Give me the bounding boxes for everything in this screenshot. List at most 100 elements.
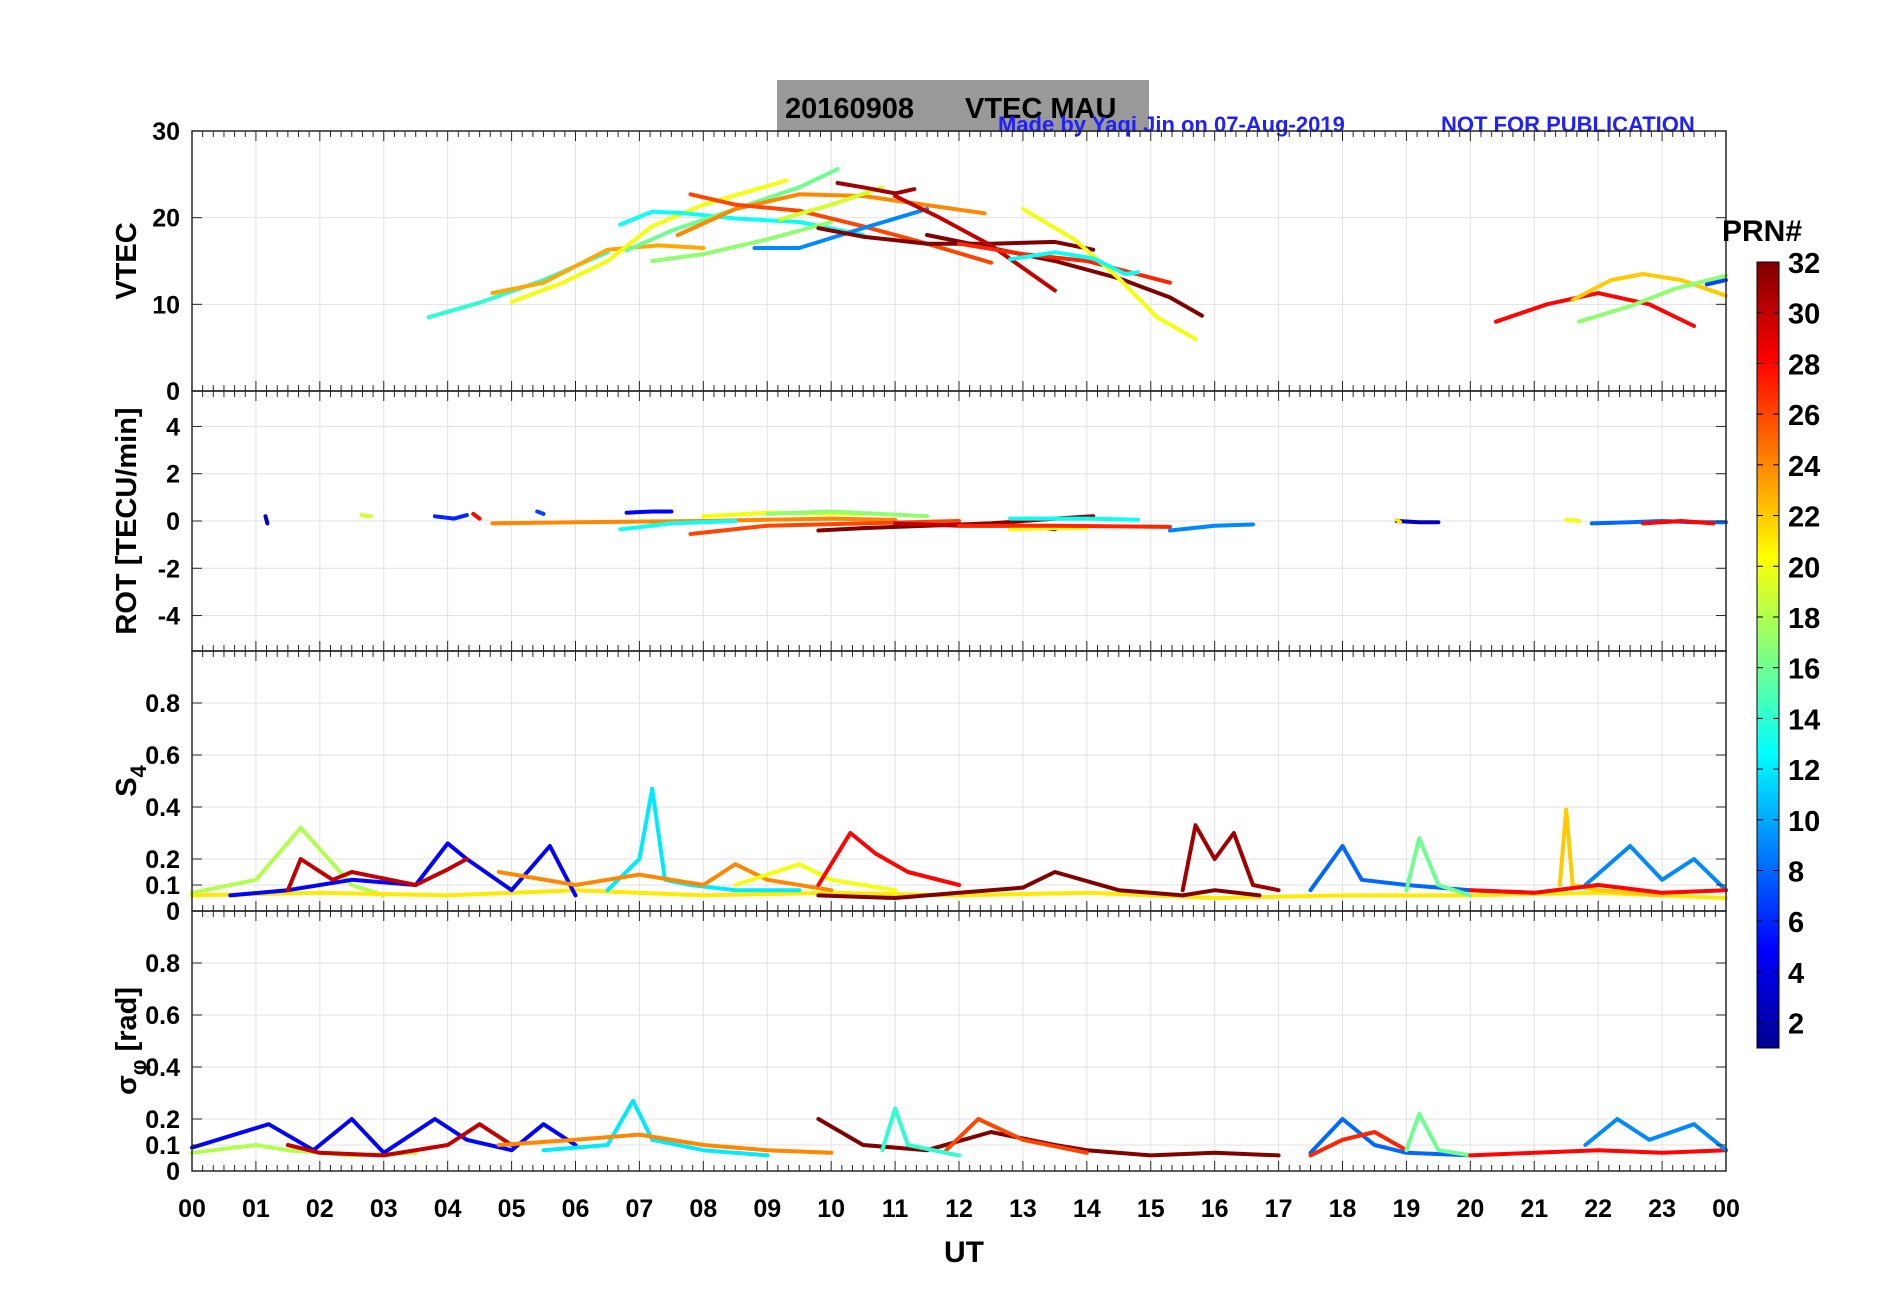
y-tick-label: 2	[166, 461, 180, 489]
y-tick-label: -4	[158, 603, 180, 631]
series-line-prn-13	[1008, 516, 1140, 522]
y-tick-label: 0.6	[145, 1002, 180, 1030]
x-tick-label: 11	[882, 1195, 909, 1223]
series-line-prn-6	[432, 513, 469, 521]
series-line-prn-28	[816, 831, 961, 887]
ylabel-main: σ	[111, 1075, 143, 1095]
series-line-prn-27	[1308, 1130, 1409, 1158]
colorbar-tick-label: 30	[1788, 299, 1820, 331]
colorbar-tick-label: 20	[1788, 552, 1820, 584]
series-line-prn-31	[835, 181, 917, 196]
series-line-prn-13	[1008, 250, 1140, 276]
ylabel-main: S	[111, 777, 143, 796]
y-tick-label: 0.2	[145, 1106, 180, 1134]
x-tick-label: 18	[1329, 1195, 1357, 1223]
x-tick-labels: 00 01 02 03 04 05 06 07 08 09 10 11 12 13 14 15 16 17 18 19…	[178, 1195, 1740, 1223]
y-tick-label: 0.6	[145, 742, 180, 770]
series-line-prn-30	[893, 194, 1057, 293]
colorbar-tick-label: 10	[1788, 806, 1820, 838]
notice-text: NOT FOR PUBLICATION	[1441, 112, 1695, 137]
colorbar-tick-label: 24	[1788, 451, 1820, 483]
x-tick-label: 10	[817, 1195, 845, 1223]
y-tick-label: 0.2	[145, 846, 180, 874]
colorbar-tick-label: 4	[1788, 958, 1804, 990]
series-line-prn-28	[471, 511, 482, 521]
y-axis-label-s4: S4	[111, 764, 151, 796]
series-line-prn-17	[765, 509, 929, 519]
series-line-prn-13	[618, 519, 738, 532]
x-tick-label: 15	[1137, 1195, 1165, 1223]
ylabel-subscript: φ	[126, 1059, 151, 1075]
y-tick-label: 0.8	[145, 950, 180, 978]
series-line-prn-28	[1468, 1148, 1728, 1158]
x-tick-label: 20	[1456, 1195, 1484, 1223]
series-line-prn-5	[190, 1117, 578, 1155]
y-tick-label: 0	[166, 378, 180, 406]
series-line-prn-27	[957, 523, 1172, 529]
colorbar-tick-label: 18	[1788, 603, 1820, 635]
series-line-prn-20	[733, 862, 898, 893]
x-tick-label: 08	[689, 1195, 717, 1223]
series-line-prn-28	[1640, 519, 1716, 526]
title-block: 20160908 VTEC MAU Made by Yaqi Jin on 07…	[777, 80, 1695, 137]
x-tick-label: 19	[1393, 1195, 1421, 1223]
colorbar-title: PRN#	[1722, 215, 1802, 248]
x-tick-label: 02	[306, 1195, 334, 1223]
y-tick-label: 0.4	[145, 1054, 180, 1082]
panel-s4: 00.10.2 0.4 0.6 0.8 S4	[111, 650, 1728, 926]
title-label: VTEC MAU	[965, 93, 1116, 125]
colorbar-gradient	[1756, 261, 1780, 1049]
colorbar-tick-label: 16	[1788, 654, 1820, 686]
series-line-prn-3	[263, 514, 270, 526]
x-tick-label: 21	[1520, 1195, 1548, 1223]
ylabel-subscript: 4	[126, 764, 151, 777]
y-tick-label: 4	[166, 413, 180, 441]
series-line-prn-7	[535, 509, 546, 516]
series-line-prn-19	[359, 513, 373, 519]
y-tick-label: 0.1	[145, 1132, 180, 1160]
y-tick-label: 0.8	[145, 690, 180, 718]
y-axis-label-rot: ROT [TECU/min]	[111, 407, 143, 634]
series-line-prn-12	[541, 1098, 770, 1158]
x-tick-label: 09	[753, 1195, 781, 1223]
series-line-prn-28	[1468, 883, 1728, 895]
series-line-prn-9	[752, 207, 929, 250]
series-line-prn-18	[190, 825, 386, 898]
credit-text: Made by Yaqi Jin on 07-Aug-2019	[998, 112, 1345, 137]
colorbar-tick-label: 8	[1788, 857, 1804, 889]
x-tick-label: 06	[562, 1195, 590, 1223]
series-line-prn-14	[880, 1106, 961, 1158]
colorbar-tick-label: 14	[1788, 704, 1820, 736]
series-line-prn-9	[1583, 1117, 1728, 1153]
colorbar-tick-label: 32	[1788, 248, 1820, 280]
series-line-prn-23	[490, 243, 706, 296]
x-tick-label: 00	[1712, 1195, 1740, 1223]
series-line-prn-24	[496, 862, 834, 893]
series-line-prn-30	[285, 857, 469, 893]
panel-rot: -4 -2 0 2 4 ROT [TECU/min]	[111, 390, 1728, 652]
x-tick-label: 16	[1201, 1195, 1229, 1223]
x-tick-label: 14	[1073, 1195, 1101, 1223]
x-tick-label: 23	[1648, 1195, 1676, 1223]
series-line-prn-21	[1394, 517, 1402, 525]
x-tick-label: 17	[1265, 1195, 1293, 1223]
series-line-prn-5	[228, 841, 578, 898]
y-tick-label: 0	[166, 508, 180, 536]
y-tick-label: 0	[166, 898, 180, 926]
x-tick-label: 12	[945, 1195, 973, 1223]
series-line-prn-20	[1008, 526, 1089, 532]
x-tick-label: 04	[434, 1195, 462, 1223]
series-line-prn-17	[650, 220, 834, 263]
series-line-prn-3	[1394, 519, 1441, 525]
x-tick-label: 00	[178, 1195, 206, 1223]
y-axis-label-vtec: VTEC	[111, 222, 143, 299]
series-line-prn-26	[944, 1117, 1089, 1155]
colorbar-tick-label: 26	[1788, 400, 1820, 432]
series-line-prn-22	[1557, 807, 1665, 898]
colorbar-tick-label: 22	[1788, 502, 1820, 534]
y-tick-label: 20	[152, 205, 180, 233]
